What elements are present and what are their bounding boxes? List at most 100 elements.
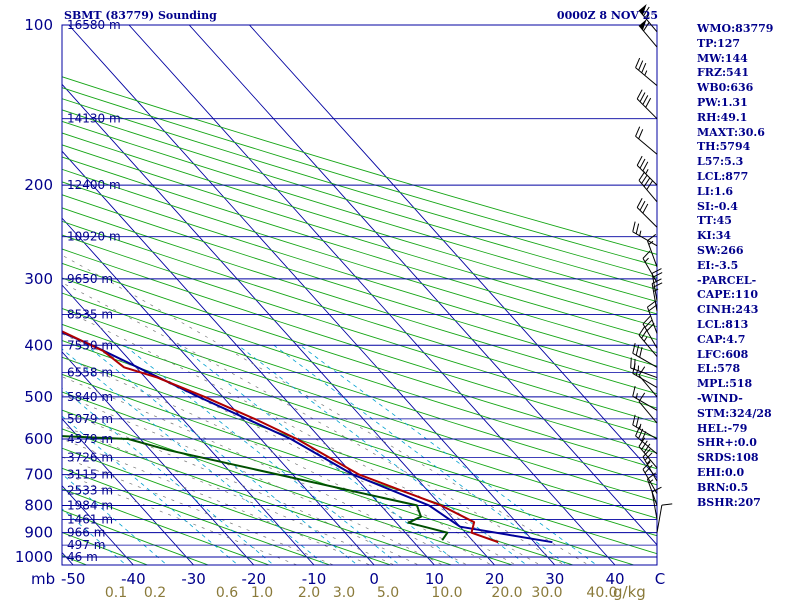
wind-barb-flag — [632, 363, 636, 374]
wind-barb-flag — [632, 386, 636, 397]
wind-barb-flag — [642, 250, 651, 259]
pressure-tick-label: 700 — [24, 466, 53, 484]
height-label: 12400 m — [67, 178, 121, 192]
wind-barb-staff — [632, 372, 658, 388]
stat-line: LI:1.6 — [697, 184, 734, 198]
wind-barb — [642, 250, 658, 283]
wind-barb-flag — [638, 428, 644, 439]
wind-barb-flag — [639, 158, 646, 169]
wind-barb-flag — [646, 322, 655, 332]
wind-barb-half-flag — [644, 257, 649, 263]
height-label: 16580 m — [67, 18, 121, 32]
wind-barb-flag — [643, 443, 651, 453]
wind-barb-pennant — [639, 19, 647, 31]
stat-line: BSHR:207 — [697, 495, 761, 509]
mixing-ratio-label: 2.0 — [298, 585, 320, 600]
temperature-tick-label: -20 — [242, 570, 267, 588]
stat-line: LCL:813 — [697, 317, 749, 331]
wind-barb-flag — [643, 6, 650, 17]
isotherm-line — [0, 25, 13, 565]
stat-line: WMO:83779 — [697, 22, 774, 35]
wind-barb-flag — [638, 326, 646, 336]
wind-barb-staff — [651, 283, 658, 312]
height-label: 9650 m — [67, 272, 113, 286]
sounding-profiles — [62, 330, 553, 544]
wind-barb-flag — [644, 319, 653, 328]
mixing-ratio-label: 0.1 — [105, 585, 127, 600]
wind-barb-flag — [638, 171, 646, 181]
pressure-unit-label: mb — [31, 570, 55, 588]
wind-barb — [636, 198, 658, 228]
wind-barb-flag — [639, 347, 643, 358]
wind-barb-flag — [639, 92, 646, 102]
mixing-ratio-label: 0.6 — [216, 585, 238, 600]
dry-adiabat-line — [62, 248, 657, 439]
wind-barb-staff — [638, 375, 658, 398]
mixing-ratio-line — [273, 344, 568, 565]
moist-adiabat-line — [62, 425, 395, 565]
height-label: 1984 m — [67, 498, 113, 512]
wind-barb — [638, 19, 658, 48]
wind-barb-flag — [644, 464, 653, 474]
dry-adiabat-line — [62, 509, 210, 565]
stat-line: RH:49.1 — [697, 110, 748, 124]
isotherm-line — [62, 284, 315, 565]
dry-adiabat-line — [62, 447, 393, 565]
pressure-tick-label: 200 — [24, 176, 53, 194]
dry-adiabat-line — [62, 307, 657, 502]
mixing-ratio-label: 0.2 — [144, 585, 166, 600]
temperature-line — [62, 330, 499, 544]
wind-barb-staff — [636, 207, 658, 228]
stat-line: HEL:-79 — [697, 421, 748, 435]
stat-line: -PARCEL- — [697, 273, 757, 287]
stat-line: -WIND- — [697, 391, 743, 405]
height-label: 497 m — [67, 538, 105, 552]
stat-line: CINH:243 — [697, 303, 759, 317]
wind-barb-half-flag — [645, 14, 650, 20]
stat-line: LCL:877 — [697, 169, 749, 183]
mixing-ratio-label: 10.0 — [431, 585, 462, 600]
wind-barb-flag — [642, 461, 651, 470]
pressure-tick-label: 100 — [24, 16, 53, 34]
dry-adiabat-line — [62, 428, 453, 565]
height-label: 46 m — [67, 550, 98, 564]
wind-barb-flag — [642, 448, 651, 458]
wind-barb-half-flag — [635, 370, 638, 376]
wind-barb — [635, 426, 658, 455]
wind-barb-staff — [632, 352, 658, 368]
wind-barb-flag — [645, 97, 652, 108]
dewpoint-line — [62, 435, 449, 541]
wind-barb — [638, 3, 658, 33]
dry-adiabat-line — [62, 356, 657, 555]
height-label: 4379 m — [67, 432, 113, 446]
stat-line: SW:266 — [697, 243, 744, 257]
wind-barb — [638, 171, 658, 203]
wind-barb-flag — [636, 198, 643, 208]
height-label: 3115 m — [67, 468, 113, 482]
dry-adiabat-line — [62, 391, 575, 565]
wind-barb-staff — [642, 456, 658, 482]
wind-barb-flag — [635, 57, 641, 68]
wind-barb-flag — [647, 234, 657, 242]
mixing-ratio-line — [237, 344, 528, 565]
height-label: 14130 m — [67, 112, 121, 126]
height-label: 966 m — [67, 526, 105, 540]
pressure-tick-label: 300 — [24, 270, 53, 288]
wind-barb — [638, 366, 658, 398]
wind-barb — [632, 221, 658, 247]
wind-barb-flag — [630, 357, 632, 369]
pressure-tick-label: 900 — [24, 524, 53, 542]
dry-adiabat-line — [62, 467, 332, 565]
height-label: 5840 m — [67, 390, 113, 404]
dry-adiabat-line — [62, 323, 657, 519]
stat-line: KI:34 — [697, 229, 732, 243]
wind-barb-staff — [635, 135, 658, 155]
dry-adiabat-line — [62, 340, 657, 537]
height-label: 1461 m — [67, 512, 113, 526]
wind-barb-flag — [652, 272, 663, 278]
moist-adiabat-line — [62, 282, 565, 565]
temperature-tick-label: -50 — [61, 570, 86, 588]
wind-barb — [646, 234, 658, 268]
wind-barb-flag — [643, 177, 651, 187]
wind-barb-flag — [642, 315, 651, 325]
